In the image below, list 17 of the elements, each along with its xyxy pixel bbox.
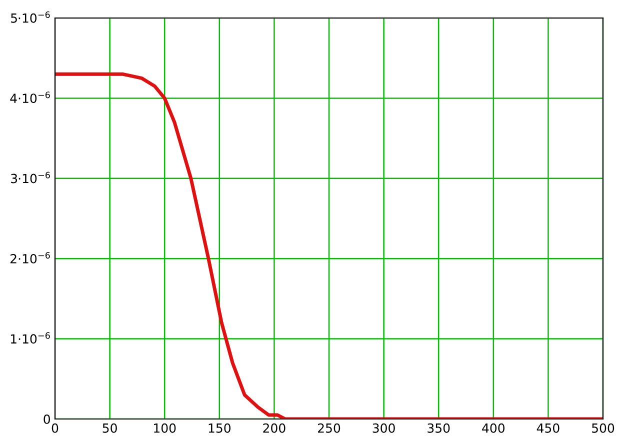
x-tick-label: 500 (592, 423, 614, 433)
y-tick-label: 4·10$^{−6}$ (10, 92, 50, 104)
x-tick-label: 150 (208, 423, 230, 433)
y-tick-label: 0 (44, 414, 50, 424)
y-tick-label: 5·10$^{−6}$ (11, 11, 50, 23)
x-tick-label: 350 (428, 423, 450, 433)
x-tick-label: 450 (536, 423, 560, 433)
x-tick-label: 100 (154, 423, 176, 433)
x-tick-label: 400 (482, 423, 504, 433)
y-tick-label: 1·10$^{−6}$ (10, 332, 50, 344)
x-tick-label: 300 (372, 423, 395, 433)
y-tick-label: 2·10$^{−6}$ (10, 252, 50, 264)
y-tick-label: 3·10$^{−6}$ (11, 172, 50, 184)
x-tick-label: 200 (263, 423, 286, 433)
x-tick-label: 50 (102, 423, 117, 433)
x-tick-label: 250 (318, 423, 340, 433)
x-tick-label: 0 (52, 423, 58, 433)
